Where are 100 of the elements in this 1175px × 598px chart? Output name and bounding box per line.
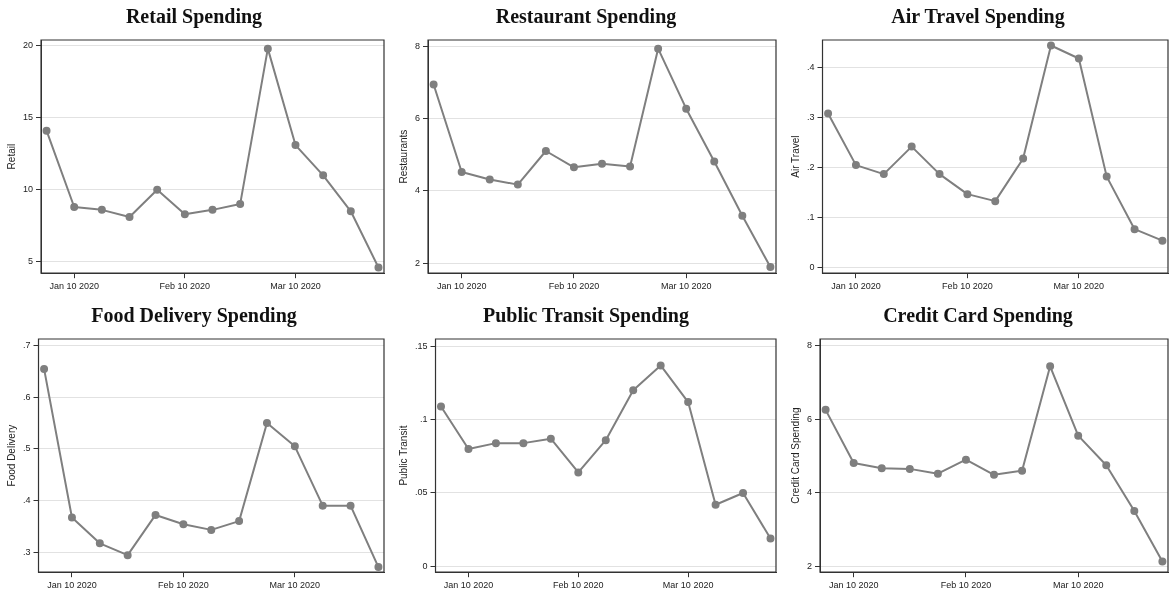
point	[464, 445, 473, 453]
y-axis-title: Food Delivery	[5, 424, 17, 487]
point	[601, 436, 610, 445]
chart-title: Retail Spending	[125, 5, 263, 29]
x-tick-label: Feb 10 2020	[548, 281, 600, 292]
y-tick-label: 6	[806, 413, 813, 424]
point	[877, 464, 886, 473]
point	[95, 539, 104, 548]
point	[739, 489, 748, 497]
y-tick-label: .4	[22, 494, 31, 505]
y-tick-label: .05	[415, 487, 428, 498]
point	[738, 211, 747, 220]
point	[1074, 431, 1083, 440]
point	[961, 455, 970, 464]
y-tick-label: .7	[22, 340, 31, 351]
point	[990, 470, 998, 479]
point	[374, 563, 383, 572]
x-tick-label: Mar 10 2020	[270, 281, 321, 292]
point	[710, 157, 719, 166]
point	[40, 364, 49, 373]
y-tick-label: 15	[23, 112, 34, 123]
y-tick-label: .2	[806, 161, 815, 172]
point	[569, 163, 578, 172]
point	[963, 190, 972, 199]
x-tick-label: Mar 10 2020	[660, 281, 712, 292]
y-tick-label: 4	[414, 185, 421, 196]
point	[1158, 236, 1167, 245]
point	[1018, 466, 1027, 475]
x-tick-label: Feb 10 2020	[553, 580, 604, 591]
point	[546, 434, 555, 443]
x-tick-label: Jan 10 2020	[831, 281, 881, 292]
point	[574, 468, 583, 477]
chart-title: Credit Card Spending	[883, 304, 1073, 328]
y-tick-label: .6	[22, 391, 31, 402]
point	[1130, 506, 1139, 515]
point	[598, 159, 606, 168]
point	[437, 402, 445, 411]
point	[374, 263, 383, 272]
y-tick-label: 0	[809, 261, 815, 272]
x-tick-label: Feb 10 2020	[158, 580, 209, 591]
point	[153, 185, 162, 194]
y-tick-label: 0	[422, 560, 428, 571]
point	[879, 170, 888, 179]
point	[766, 263, 775, 272]
point	[457, 167, 466, 176]
point	[656, 361, 665, 370]
point	[236, 200, 245, 209]
y-axis-title: Public Transit	[397, 425, 409, 486]
x-tick-label: Feb 10 2020	[159, 281, 211, 292]
point	[1102, 172, 1111, 181]
point	[935, 170, 944, 179]
point	[1019, 154, 1028, 163]
point	[319, 171, 328, 180]
point	[766, 534, 775, 543]
x-tick-label: Feb 10 2020	[940, 580, 992, 591]
y-tick-label: .15	[415, 340, 428, 351]
point	[1046, 41, 1055, 50]
x-tick-label: Mar 10 2020	[662, 580, 714, 591]
point	[851, 161, 860, 170]
point	[1158, 557, 1167, 566]
point	[151, 510, 160, 519]
point	[849, 458, 858, 467]
point	[235, 517, 244, 526]
point	[125, 213, 134, 222]
y-tick-label: 20	[23, 40, 34, 51]
point	[682, 104, 691, 113]
point	[684, 398, 693, 407]
point	[513, 180, 522, 189]
x-tick-label: Mar 10 2020	[269, 580, 321, 591]
y-axis-title: Credit Card Spending	[789, 407, 801, 504]
point	[208, 205, 217, 214]
point	[180, 210, 189, 219]
point	[207, 525, 216, 534]
y-tick-label: 2	[806, 561, 813, 572]
point	[824, 109, 833, 118]
y-tick-label: 10	[23, 184, 34, 195]
point	[290, 442, 299, 451]
point	[1074, 54, 1083, 63]
y-tick-label: .4	[806, 61, 815, 72]
point	[541, 147, 550, 155]
chart-title: Public Transit Spending	[483, 304, 689, 328]
point	[654, 44, 663, 53]
y-tick-label: 5	[28, 256, 34, 267]
y-tick-label: .1	[806, 211, 815, 222]
point	[933, 469, 942, 478]
point	[491, 439, 500, 448]
point	[67, 513, 76, 522]
point	[991, 197, 1000, 206]
point	[262, 419, 271, 428]
y-tick-label: 8	[414, 40, 421, 51]
point	[1046, 362, 1055, 371]
point	[97, 205, 106, 214]
x-tick-label: Mar 10 2020	[1053, 281, 1105, 292]
y-tick-label: 6	[414, 112, 421, 123]
point	[519, 439, 528, 448]
x-tick-label: Mar 10 2020	[1052, 580, 1104, 591]
point	[179, 520, 188, 529]
point	[346, 501, 355, 510]
x-tick-label: Jan 10 2020	[49, 281, 99, 292]
y-axis-title: Restaurants	[397, 129, 409, 184]
